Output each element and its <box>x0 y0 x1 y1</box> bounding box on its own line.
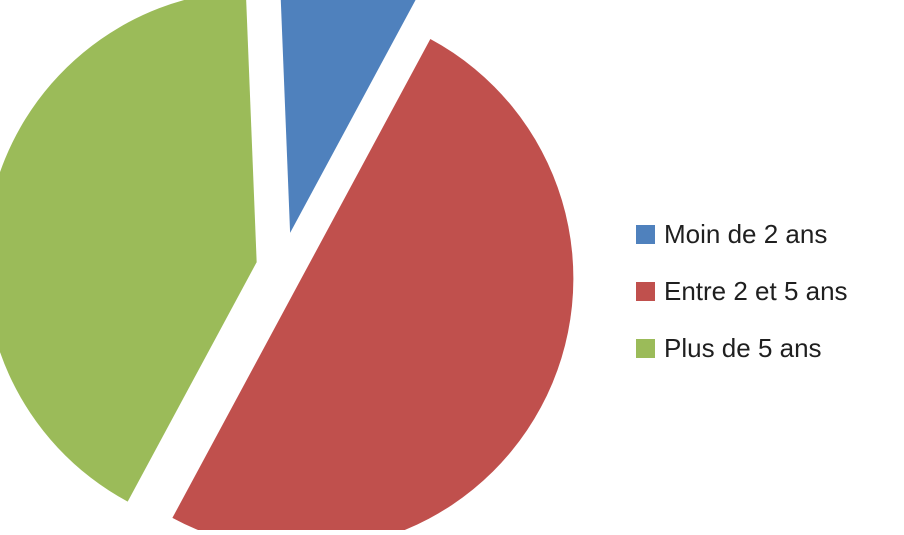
legend-swatch <box>636 282 655 301</box>
chart-legend: Moin de 2 ans Entre 2 et 5 ans Plus de 5… <box>636 206 848 377</box>
legend-swatch <box>636 225 655 244</box>
legend-item-plus-de-5-ans: Plus de 5 ans <box>636 320 848 377</box>
legend-item-moin-de-2-ans: Moin de 2 ans <box>636 206 848 263</box>
legend-label: Plus de 5 ans <box>664 333 822 363</box>
legend-item-entre-2-et-5-ans: Entre 2 et 5 ans <box>636 263 848 320</box>
legend-label: Entre 2 et 5 ans <box>664 276 848 306</box>
legend-swatch <box>636 339 655 358</box>
pie-slice-entre-2-et-5-ans <box>172 38 574 535</box>
legend-label: Moin de 2 ans <box>664 219 828 249</box>
pie-slice-plus-de-5-ans <box>0 0 257 502</box>
pie-slice-moin-de-2-ans <box>280 0 416 233</box>
